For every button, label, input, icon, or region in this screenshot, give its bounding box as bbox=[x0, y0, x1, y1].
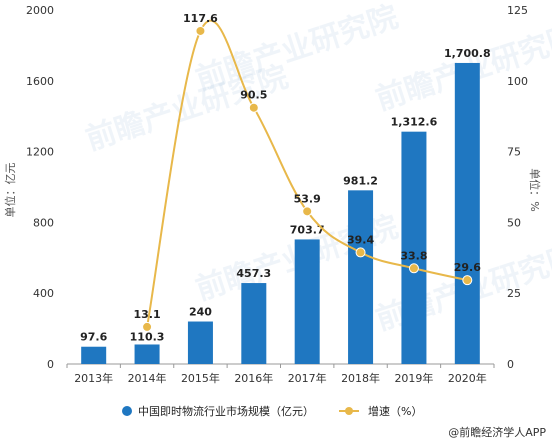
right-tick-label: 25 bbox=[507, 287, 521, 300]
bar bbox=[134, 344, 160, 364]
left-axis-title: 单位：亿元 bbox=[3, 163, 17, 218]
bar-value-label: 110.3 bbox=[130, 330, 165, 343]
right-tick-label: 50 bbox=[507, 216, 521, 229]
bar-value-label: 1,312.6 bbox=[391, 116, 438, 129]
left-tick-label: 400 bbox=[33, 287, 54, 300]
line-value-label: 39.4 bbox=[347, 233, 374, 246]
bar bbox=[294, 239, 320, 364]
x-axis-ticks: 2013年 2014年 2015年 2016年 2017年 2018年 2019年 2020年 bbox=[66, 364, 495, 385]
x-tick-label: 2013年 bbox=[74, 371, 113, 385]
bar-value-label: 457.3 bbox=[236, 267, 271, 280]
line-point bbox=[195, 25, 206, 36]
right-axis-ticks: 0 25 50 75 100 125 bbox=[507, 4, 528, 371]
left-tick-label: 800 bbox=[33, 216, 54, 229]
growth-line bbox=[146, 19, 468, 328]
legend-bar-label: 中国即时物流行业市场规模（亿元） bbox=[138, 404, 314, 418]
bar-value-label: 240 bbox=[189, 306, 212, 319]
left-tick-label: 2000 bbox=[26, 4, 54, 17]
line-value-label: 53.9 bbox=[294, 192, 321, 205]
bar-value-label: 703.7 bbox=[290, 223, 325, 236]
bar bbox=[454, 62, 480, 364]
left-axis-ticks: 0 400 800 1200 1600 2000 bbox=[26, 4, 54, 371]
bar bbox=[401, 131, 427, 364]
line-point bbox=[462, 275, 473, 286]
bar-value-label: 1,700.8 bbox=[444, 47, 491, 60]
legend-bar-marker bbox=[122, 406, 132, 416]
bar bbox=[187, 321, 213, 364]
x-tick-label: 2019年 bbox=[394, 371, 433, 385]
line-value-label: 117.6 bbox=[183, 12, 218, 25]
x-tick-label: 2020年 bbox=[448, 371, 487, 385]
left-tick-label: 0 bbox=[47, 358, 54, 371]
left-tick-label: 1600 bbox=[26, 75, 54, 88]
line-value-label: 29.6 bbox=[454, 261, 481, 274]
legend-line-label: 增速（%） bbox=[368, 404, 422, 418]
x-tick-label: 2014年 bbox=[128, 371, 167, 385]
legend-line-marker bbox=[345, 407, 353, 415]
bar bbox=[348, 190, 374, 364]
bar-series bbox=[81, 62, 480, 364]
x-tick-label: 2017年 bbox=[288, 371, 327, 385]
x-tick-label: 2018年 bbox=[341, 371, 380, 385]
source-label: @前瞻经济学人APP bbox=[448, 425, 546, 439]
right-tick-label: 100 bbox=[507, 75, 528, 88]
line-value-label: 90.5 bbox=[240, 89, 267, 102]
x-tick-label: 2015年 bbox=[181, 371, 220, 385]
line-value-label: 13.1 bbox=[133, 308, 160, 321]
bar-value-label: 981.2 bbox=[343, 174, 378, 187]
right-tick-label: 75 bbox=[507, 146, 521, 159]
line-point bbox=[248, 102, 259, 113]
line-point bbox=[142, 321, 153, 332]
x-tick-label: 2016年 bbox=[234, 371, 273, 385]
legend: 中国即时物流行业市场规模（亿元） 增速（%） bbox=[122, 404, 422, 418]
line-series bbox=[142, 19, 473, 332]
line-point bbox=[355, 247, 366, 258]
line-point bbox=[408, 263, 419, 274]
bar bbox=[81, 346, 107, 364]
right-axis-title: 单位：% bbox=[528, 168, 542, 211]
bar bbox=[241, 283, 267, 364]
right-tick-label: 125 bbox=[507, 4, 528, 17]
line-data-labels: 13.1 117.6 90.5 53.9 39.4 33.8 29.6 bbox=[133, 12, 481, 321]
line-value-label: 33.8 bbox=[400, 249, 427, 262]
line-point bbox=[302, 206, 313, 217]
bar-data-labels: 97.6 110.3 240 457.3 703.7 981.2 1,312.6 1,700.… bbox=[80, 47, 491, 344]
right-tick-label: 0 bbox=[507, 358, 514, 371]
left-tick-label: 1200 bbox=[26, 146, 54, 159]
watermark-text: 前瞻产业研究院 bbox=[192, 0, 403, 98]
bar-value-label: 97.6 bbox=[80, 331, 107, 344]
